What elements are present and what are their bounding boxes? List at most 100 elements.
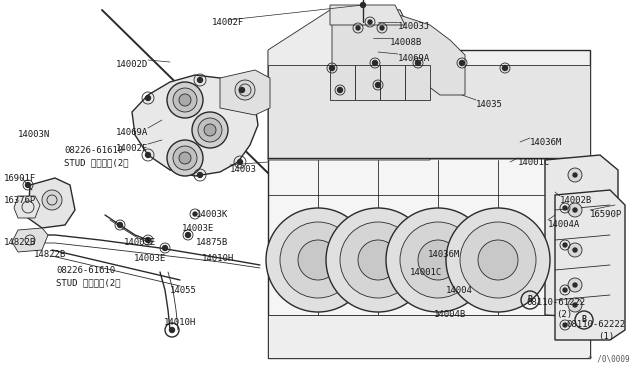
Circle shape <box>502 65 508 71</box>
Text: 14003E: 14003E <box>134 254 166 263</box>
Circle shape <box>26 183 31 187</box>
Polygon shape <box>12 228 48 252</box>
Text: 14003E: 14003E <box>182 224 214 233</box>
Text: 14004B: 14004B <box>434 310 467 319</box>
Circle shape <box>330 65 335 71</box>
Text: 14003: 14003 <box>230 165 257 174</box>
Text: STUD スタッド(2）: STUD スタッド(2） <box>56 278 120 287</box>
Polygon shape <box>555 190 625 340</box>
Circle shape <box>173 88 197 112</box>
Circle shape <box>573 283 577 287</box>
Circle shape <box>478 240 518 280</box>
Circle shape <box>280 222 356 298</box>
Circle shape <box>573 303 577 307</box>
Circle shape <box>563 323 567 327</box>
Polygon shape <box>340 70 365 88</box>
Polygon shape <box>405 65 430 100</box>
Polygon shape <box>268 315 590 358</box>
Text: B: B <box>527 295 532 305</box>
Circle shape <box>568 168 582 182</box>
Text: 14003K: 14003K <box>196 210 228 219</box>
Text: 14822B: 14822B <box>34 250 67 259</box>
Circle shape <box>235 80 255 100</box>
Circle shape <box>204 124 216 136</box>
Text: 14001C: 14001C <box>518 158 550 167</box>
Circle shape <box>563 206 567 210</box>
Circle shape <box>239 87 244 93</box>
Circle shape <box>400 222 476 298</box>
Text: 14010H: 14010H <box>164 318 196 327</box>
Text: (1): (1) <box>598 332 614 341</box>
Circle shape <box>573 248 577 252</box>
Polygon shape <box>220 70 270 115</box>
Circle shape <box>360 3 365 7</box>
Polygon shape <box>268 65 590 158</box>
Circle shape <box>145 153 150 157</box>
Text: 14003E: 14003E <box>124 238 156 247</box>
Circle shape <box>568 243 582 257</box>
Circle shape <box>266 208 370 312</box>
Text: 14004A: 14004A <box>548 220 580 229</box>
Polygon shape <box>330 30 355 48</box>
Text: 14004: 14004 <box>446 286 473 295</box>
Circle shape <box>446 208 550 312</box>
Circle shape <box>170 327 175 333</box>
Circle shape <box>167 140 203 176</box>
Circle shape <box>386 208 490 312</box>
Circle shape <box>193 212 197 216</box>
Text: 14002B: 14002B <box>560 196 592 205</box>
Circle shape <box>173 146 197 170</box>
Text: 16901F: 16901F <box>4 174 36 183</box>
Circle shape <box>340 222 416 298</box>
Polygon shape <box>332 12 465 95</box>
Text: B: B <box>582 315 586 324</box>
Text: 14008B: 14008B <box>390 38 422 47</box>
Circle shape <box>372 61 378 65</box>
Polygon shape <box>268 158 590 358</box>
Text: 14055: 14055 <box>170 286 197 295</box>
Circle shape <box>380 26 384 30</box>
Polygon shape <box>28 178 75 228</box>
Text: 14036M: 14036M <box>428 250 460 259</box>
Text: 14002F: 14002F <box>116 144 148 153</box>
Circle shape <box>460 61 465 65</box>
Circle shape <box>358 240 398 280</box>
Circle shape <box>460 222 536 298</box>
Polygon shape <box>380 65 405 100</box>
Circle shape <box>415 61 420 65</box>
Circle shape <box>568 298 582 312</box>
Text: 14002F: 14002F <box>212 18 244 27</box>
Circle shape <box>237 160 243 164</box>
Polygon shape <box>268 50 590 158</box>
Circle shape <box>186 232 191 237</box>
Circle shape <box>145 237 150 243</box>
Text: 14069A: 14069A <box>398 54 430 63</box>
Circle shape <box>326 208 430 312</box>
Polygon shape <box>335 50 360 68</box>
Circle shape <box>145 96 150 100</box>
Text: 14036M: 14036M <box>530 138 563 147</box>
Circle shape <box>418 240 458 280</box>
Text: 16376P: 16376P <box>4 196 36 205</box>
Text: 14035: 14035 <box>476 100 503 109</box>
Text: 14002D: 14002D <box>116 60 148 69</box>
Text: 14010H: 14010H <box>202 254 234 263</box>
Text: ^ /0\0009: ^ /0\0009 <box>588 355 630 364</box>
Circle shape <box>179 94 191 106</box>
Polygon shape <box>132 75 258 176</box>
Text: 08110-61222: 08110-61222 <box>526 298 585 307</box>
Circle shape <box>198 118 222 142</box>
Circle shape <box>573 173 577 177</box>
Circle shape <box>118 222 122 228</box>
Polygon shape <box>268 10 430 160</box>
Text: 14875B: 14875B <box>196 238 228 247</box>
Polygon shape <box>545 155 618 318</box>
Polygon shape <box>14 196 40 218</box>
Circle shape <box>42 190 62 210</box>
Text: 14003J: 14003J <box>398 22 430 31</box>
Text: 14001C: 14001C <box>410 268 442 277</box>
Circle shape <box>167 82 203 118</box>
Circle shape <box>163 246 168 250</box>
Circle shape <box>179 152 191 164</box>
Circle shape <box>198 173 202 177</box>
